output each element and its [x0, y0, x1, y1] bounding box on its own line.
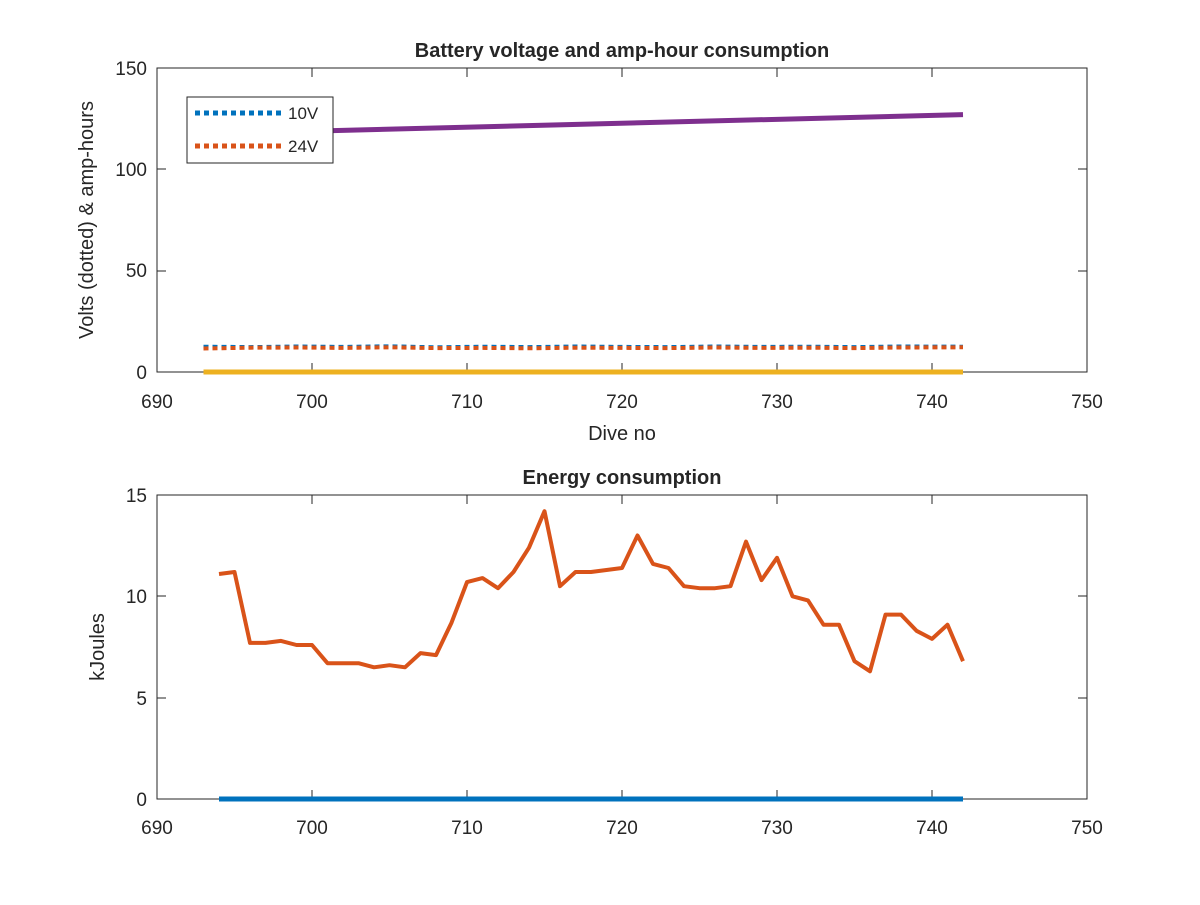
- bottom-y-tick-label: 15: [126, 486, 147, 507]
- top-y-ticks: [157, 67, 1087, 373]
- chart-top: Battery voltage and amp-hour consumption…: [76, 40, 1103, 445]
- top-x-tick-label: 730: [761, 392, 793, 413]
- bottom-x-tick-label: 700: [296, 818, 328, 839]
- legend-label-10v: 10V: [288, 104, 319, 123]
- legend-box: [186, 96, 334, 164]
- top-x-tick-label: 740: [916, 392, 948, 413]
- bottom-y-ticks: [157, 494, 1087, 800]
- top-y-axis-label: Volts (dotted) & amp-hours: [76, 101, 98, 339]
- bottom-x-tick-label: 750: [1071, 818, 1103, 839]
- bottom-series-energy-line: [218, 509, 965, 674]
- top-x-axis-label: Dive no: [588, 423, 656, 445]
- bottom-y-tick-label: 10: [126, 587, 147, 608]
- top-x-tick-label: 710: [451, 392, 483, 413]
- top-chart-title: Battery voltage and amp-hour consumption: [415, 40, 829, 62]
- bottom-y-tick-label: 0: [136, 790, 147, 811]
- top-y-tick-label: 100: [115, 160, 147, 181]
- bottom-y-axis-label: kJoules: [87, 613, 109, 681]
- bottom-x-tick-label: 690: [141, 818, 173, 839]
- top-x-tick-label: 690: [141, 392, 173, 413]
- top-y-tick-label: 150: [115, 59, 147, 80]
- top-series-24v-line: [203, 345, 964, 351]
- bottom-x-tick-label: 730: [761, 818, 793, 839]
- bottom-y-tick-label: 5: [136, 689, 147, 710]
- top-x-tick-label: 700: [296, 392, 328, 413]
- top-y-tick-labels: 0 50 100 150: [115, 59, 147, 384]
- bottom-x-tick-labels: 690 700 710 720 730 740 750: [141, 818, 1103, 839]
- bottom-x-tick-label: 710: [451, 818, 483, 839]
- bottom-x-tick-label: 740: [916, 818, 948, 839]
- top-legend: 10V 24V: [186, 96, 334, 164]
- top-x-tick-label: 750: [1071, 392, 1103, 413]
- bottom-chart-title: Energy consumption: [523, 467, 722, 489]
- top-y-tick-label: 50: [126, 261, 147, 282]
- top-x-tick-labels: 690 700 710 720 730 740 750: [141, 392, 1103, 413]
- legend-label-24v: 24V: [288, 137, 319, 156]
- chart-bottom: Energy consumption 690 700 710 720 730 7…: [87, 467, 1103, 839]
- top-y-tick-label: 0: [136, 363, 147, 384]
- top-x-tick-label: 720: [606, 392, 638, 413]
- bottom-y-tick-labels: 0 5 10 15: [126, 486, 147, 811]
- bottom-x-tick-label: 720: [606, 818, 638, 839]
- bottom-plot-area: [218, 509, 965, 802]
